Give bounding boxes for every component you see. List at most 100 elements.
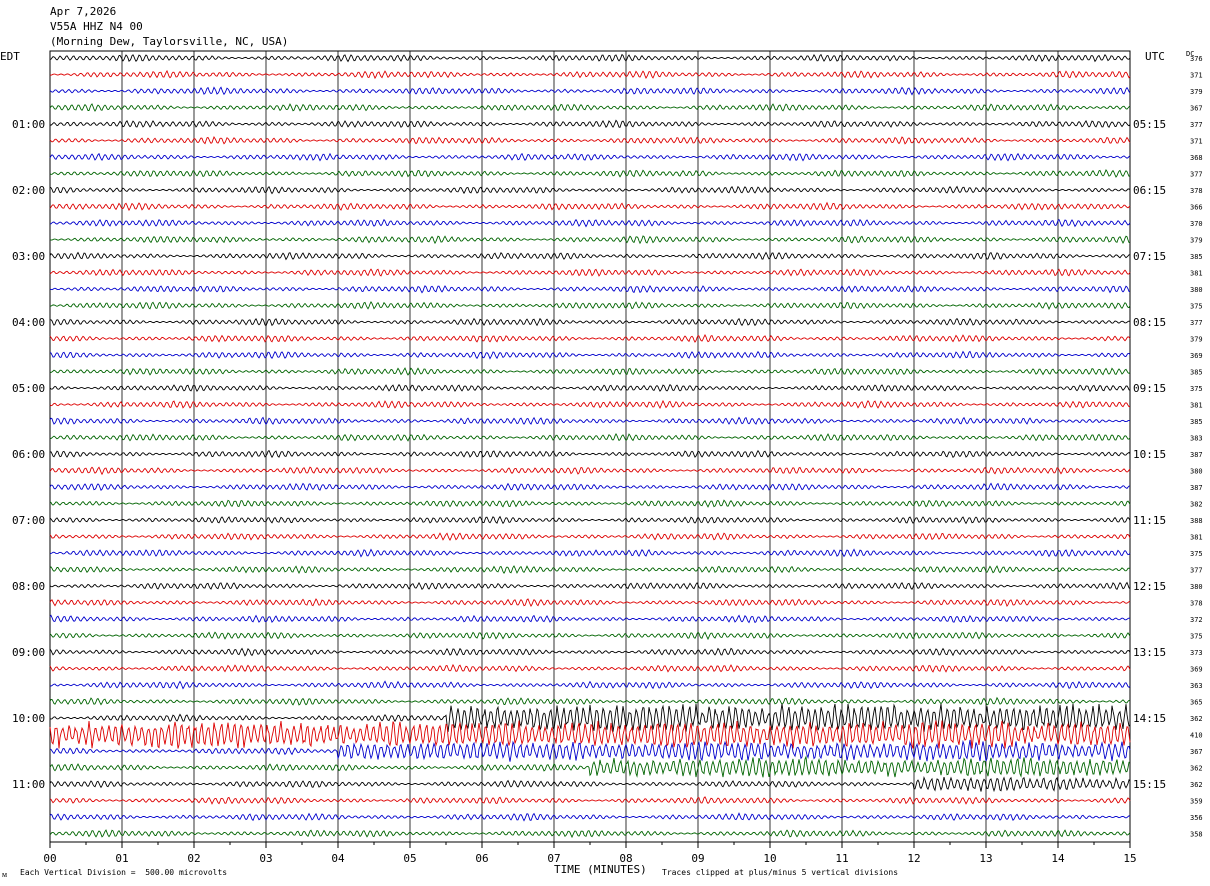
x-tick-label: 04 [331, 852, 345, 865]
left-hour-label: 04:00 [12, 316, 45, 329]
seismic-trace-blue [49, 812, 1131, 822]
dc-offset-value: 387 [1190, 451, 1203, 459]
x-tick-label: 03 [259, 852, 272, 865]
station-location: (Morning Dew, Taylorsville, NC, USA) [50, 35, 289, 48]
seismic-trace-green [49, 829, 1131, 839]
seismic-trace-green [49, 103, 1131, 112]
seismic-trace-blue [49, 350, 1131, 360]
dc-offset-value: 371 [1190, 72, 1203, 80]
seismic-trace-black [49, 515, 1131, 525]
seismic-trace-red [49, 268, 1131, 277]
dc-offset-value: 378 [1190, 600, 1203, 608]
right-hour-label: 14:15 [1133, 712, 1166, 725]
seismic-trace-green [49, 565, 1131, 575]
right-hour-label: 11:15 [1133, 514, 1166, 527]
seismic-trace-black [49, 383, 1131, 393]
dc-offset-value: 376 [1190, 55, 1203, 63]
x-tick-label: 15 [1123, 852, 1136, 865]
seismic-trace-green [49, 631, 1131, 641]
dc-offset-value: 358 [1190, 831, 1203, 839]
dc-offset-value: 368 [1190, 154, 1203, 162]
corner-mark: ᴍ [2, 870, 8, 879]
seismic-trace-red [49, 720, 1131, 749]
station-code: V55A HHZ N4 00 [50, 20, 143, 33]
seismic-trace-green [49, 367, 1131, 376]
x-tick-label: 01 [115, 852, 128, 865]
right-hour-label: 09:15 [1133, 382, 1166, 395]
seismic-trace-red [49, 69, 1131, 80]
seismic-trace-blue [50, 680, 1131, 690]
seismic-trace-green [49, 499, 1131, 508]
x-tick-label: 09 [691, 852, 704, 865]
right-timezone-label: UTC [1145, 50, 1165, 63]
seismic-trace-blue [49, 152, 1131, 162]
seismic-trace-red [49, 598, 1131, 608]
right-hour-label: 13:15 [1133, 646, 1166, 659]
left-hour-label: 05:00 [12, 382, 45, 395]
dc-offset-value: 381 [1190, 402, 1203, 410]
x-tick-label: 08 [619, 852, 632, 865]
dc-offset-value: 378 [1190, 187, 1203, 195]
seismic-trace-blue [49, 416, 1130, 426]
seismic-trace-green [49, 168, 1131, 178]
left-timezone-label: EDT [0, 50, 20, 63]
x-tick-label: 07 [547, 852, 560, 865]
dc-offset-value: 377 [1190, 319, 1203, 327]
dc-offset-value: 377 [1190, 121, 1203, 129]
seismic-trace-black [49, 119, 1131, 129]
right-hour-label: 07:15 [1133, 250, 1166, 263]
left-hour-label: 11:00 [12, 778, 45, 791]
dc-offset-value: 366 [1190, 204, 1203, 212]
seismic-trace-blue [49, 614, 1131, 624]
dc-offset-value: 375 [1190, 303, 1203, 311]
seismic-trace-red [49, 466, 1131, 476]
dc-offset-value: 365 [1190, 699, 1203, 707]
dc-offset-value: 379 [1190, 237, 1203, 245]
seismic-trace-black [49, 317, 1131, 327]
dc-offset-value: 362 [1190, 715, 1203, 723]
seismic-trace-blue [49, 218, 1131, 228]
seismic-trace-black [49, 53, 1131, 63]
seismic-trace-red [49, 135, 1131, 145]
seismic-trace-black [49, 776, 1131, 793]
left-hour-label: 02:00 [12, 184, 45, 197]
seismic-trace-green [49, 432, 1131, 442]
seismic-trace-red [49, 334, 1131, 343]
plot-frame [49, 50, 1131, 843]
dc-offset-value: 377 [1190, 171, 1203, 179]
seismic-trace-black [49, 185, 1131, 195]
dc-offset-value: 383 [1190, 435, 1203, 443]
seismic-trace-blue [49, 548, 1131, 558]
dc-offset-value: 381 [1190, 534, 1203, 542]
left-hour-label: 03:00 [12, 250, 45, 263]
x-axis-title: TIME (MINUTES) [554, 863, 647, 876]
dc-offset-value: 362 [1190, 781, 1203, 789]
seismic-trace-red [49, 796, 1131, 805]
right-hour-label: 06:15 [1133, 184, 1166, 197]
seismic-trace-red [49, 201, 1131, 212]
clipping-note: Traces clipped at plus/minus 5 vertical … [662, 868, 899, 877]
left-hour-label: 07:00 [12, 514, 45, 527]
x-tick-label: 13 [979, 852, 992, 865]
dc-offset-value: 388 [1190, 517, 1203, 525]
dc-offset-value: 359 [1190, 798, 1203, 806]
x-tick-label: 00 [43, 852, 56, 865]
seismic-trace-red [49, 663, 1131, 673]
dc-offset-value: 373 [1190, 649, 1203, 657]
dc-offset-value: 367 [1190, 105, 1203, 113]
seismic-trace-black [49, 703, 1131, 733]
right-hour-label: 05:15 [1133, 118, 1166, 131]
seismic-trace-black [49, 251, 1130, 261]
seismic-trace-blue [49, 739, 1131, 762]
dc-offset-value: 363 [1190, 682, 1203, 690]
dc-offset-value: 370 [1190, 220, 1203, 228]
right-hour-label: 15:15 [1133, 778, 1166, 791]
seismic-trace-red [49, 532, 1131, 542]
left-hour-label: 10:00 [12, 712, 45, 725]
dc-offset-value: 382 [1190, 501, 1203, 509]
dc-offset-value: 385 [1190, 253, 1203, 261]
dc-offset-value: 380 [1190, 583, 1203, 591]
dc-offset-value: 375 [1190, 550, 1203, 558]
right-hour-label: 12:15 [1133, 580, 1166, 593]
